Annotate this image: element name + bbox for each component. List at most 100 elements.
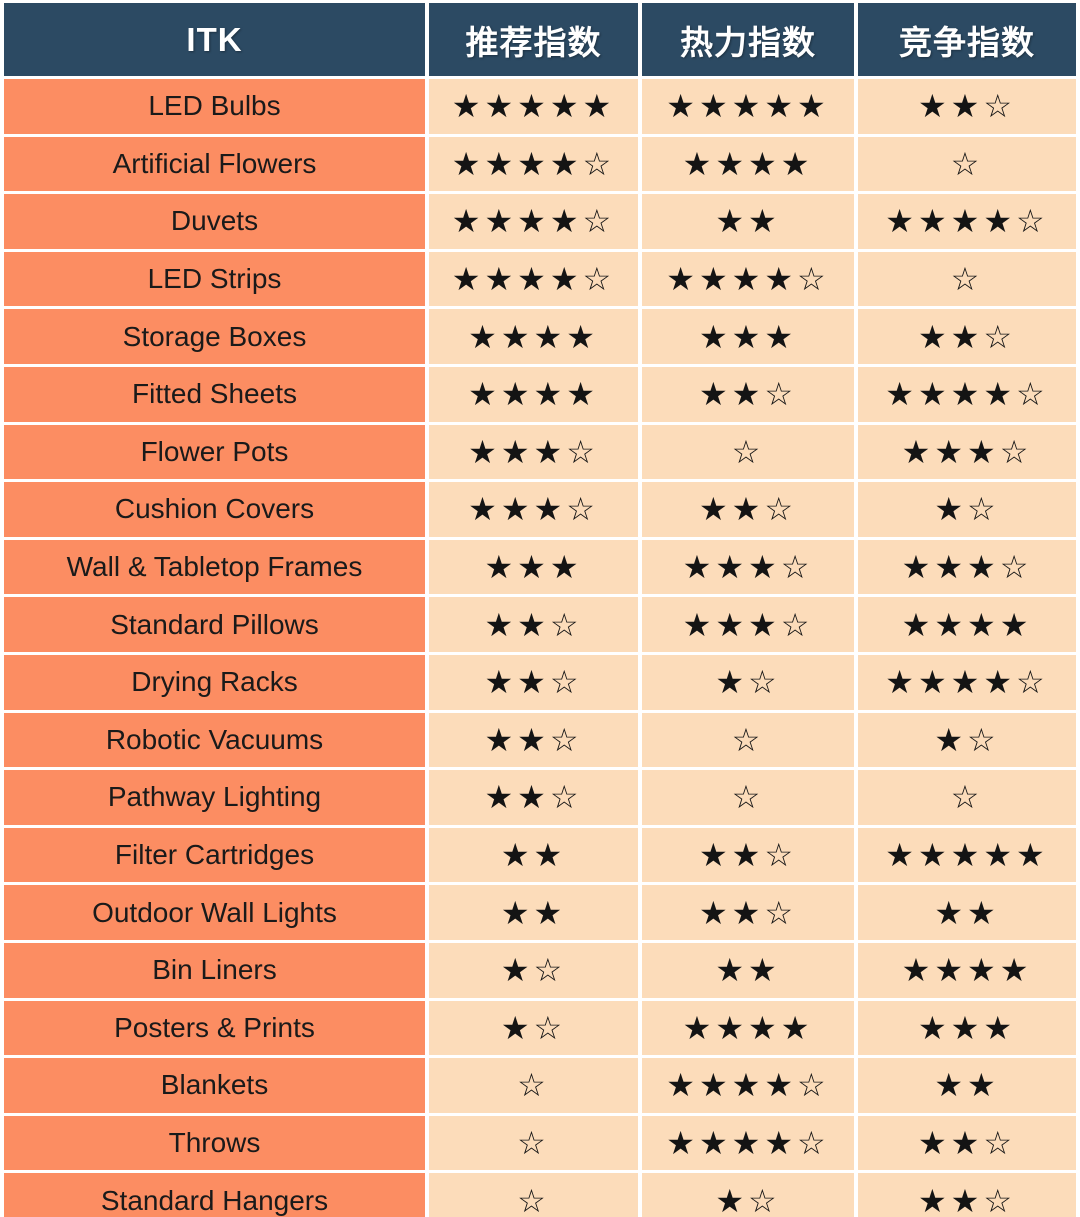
competition-rating-cell: ☆: [858, 770, 1076, 825]
table-row: Wall & Tabletop Frames ★★★ ★★★☆ ★★★☆: [4, 539, 1076, 595]
recommend-rating-cell: ★★★☆: [429, 424, 638, 480]
table-row: Outdoor Wall Lights ★★ ★★☆ ★★: [4, 885, 1076, 940]
heat-rating-cell: ★★★★☆: [642, 1058, 854, 1113]
table-row: Cushion Covers ★★★☆ ★★☆ ★☆: [4, 482, 1076, 537]
recommend-rating-cell: ★★★★★: [429, 79, 638, 134]
heat-rating-cell: ★★★: [642, 309, 854, 364]
item-name-cell: Blankets: [4, 1058, 425, 1113]
competition-rating-cell: ☆: [858, 251, 1076, 307]
table-row: LED Bulbs ★★★★★ ★★★★★ ★★☆: [4, 79, 1076, 134]
table-row: Fitted Sheets ★★★★ ★★☆ ★★★★☆: [4, 366, 1076, 422]
item-name-cell: Wall & Tabletop Frames: [4, 539, 425, 595]
column-header-heat: 热力指数: [642, 3, 854, 76]
table-body: LED Bulbs ★★★★★ ★★★★★ ★★☆ Artificial Flowers…: [4, 79, 1076, 1217]
table-row: Artificial Flowers ★★★★☆ ★★★★ ☆: [4, 136, 1076, 192]
heat-rating-cell: ★★☆: [642, 482, 854, 537]
heat-rating-cell: ★★☆: [642, 827, 854, 883]
heat-rating-cell: ★★★★: [642, 1000, 854, 1056]
table-row: Robotic Vacuums ★★☆ ☆ ★☆: [4, 712, 1076, 768]
table-row: Posters & Prints ★☆ ★★★★ ★★★: [4, 1000, 1076, 1056]
recommend-rating-cell: ★☆: [429, 1000, 638, 1056]
heat-rating-cell: ☆: [642, 424, 854, 480]
competition-rating-cell: ★☆: [858, 712, 1076, 768]
heat-rating-cell: ★★: [642, 942, 854, 998]
competition-rating-cell: ★★★★: [858, 597, 1076, 652]
recommend-rating-cell: ★★☆: [429, 712, 638, 768]
heat-rating-cell: ★★: [642, 194, 854, 249]
competition-rating-cell: ★★☆: [858, 1173, 1076, 1217]
item-name-cell: Storage Boxes: [4, 309, 425, 364]
column-header-recommend: 推荐指数: [429, 3, 638, 76]
recommend-rating-cell: ★★★★: [429, 309, 638, 364]
recommend-rating-cell: ☆: [429, 1173, 638, 1217]
header-row: ITK 推荐指数 热力指数 竞争指数: [4, 3, 1076, 76]
competition-rating-cell: ★★★★: [858, 942, 1076, 998]
heat-rating-cell: ★★☆: [642, 885, 854, 940]
item-name-cell: LED Strips: [4, 251, 425, 307]
heat-rating-cell: ★★☆: [642, 366, 854, 422]
recommend-rating-cell: ★★★☆: [429, 482, 638, 537]
heat-rating-cell: ☆: [642, 712, 854, 768]
column-header-competition: 竞争指数: [858, 3, 1076, 76]
competition-rating-cell: ★★★☆: [858, 539, 1076, 595]
table-row: Bin Liners ★☆ ★★ ★★★★: [4, 942, 1076, 998]
recommend-rating-cell: ☆: [429, 1058, 638, 1113]
recommend-rating-cell: ☆: [429, 1115, 638, 1171]
competition-rating-cell: ★★★: [858, 1000, 1076, 1056]
competition-rating-cell: ★★★★★: [858, 827, 1076, 883]
item-name-cell: Outdoor Wall Lights: [4, 885, 425, 940]
heat-rating-cell: ★☆: [642, 654, 854, 710]
heat-rating-cell: ★★★★★: [642, 79, 854, 134]
competition-rating-cell: ★★★★☆: [858, 366, 1076, 422]
item-name-cell: Flower Pots: [4, 424, 425, 480]
table-row: Duvets ★★★★☆ ★★ ★★★★☆: [4, 194, 1076, 249]
competition-rating-cell: ★★☆: [858, 79, 1076, 134]
recommend-rating-cell: ★★: [429, 827, 638, 883]
item-name-cell: Throws: [4, 1115, 425, 1171]
competition-rating-cell: ★★★★☆: [858, 194, 1076, 249]
heat-rating-cell: ★★★★: [642, 136, 854, 192]
competition-rating-cell: ★☆: [858, 482, 1076, 537]
recommend-rating-cell: ★★☆: [429, 770, 638, 825]
recommend-rating-cell: ★★★★: [429, 366, 638, 422]
table-row: Drying Racks ★★☆ ★☆ ★★★★☆: [4, 654, 1076, 710]
competition-rating-cell: ★★★☆: [858, 424, 1076, 480]
table-row: Pathway Lighting ★★☆ ☆ ☆: [4, 770, 1076, 825]
item-name-cell: LED Bulbs: [4, 79, 425, 134]
item-name-cell: Posters & Prints: [4, 1000, 425, 1056]
table-row: LED Strips ★★★★☆ ★★★★☆ ☆: [4, 251, 1076, 307]
competition-rating-cell: ★★: [858, 885, 1076, 940]
table-row: Storage Boxes ★★★★ ★★★ ★★☆: [4, 309, 1076, 364]
item-name-cell: Standard Pillows: [4, 597, 425, 652]
competition-rating-cell: ★★☆: [858, 309, 1076, 364]
recommend-rating-cell: ★★★★☆: [429, 194, 638, 249]
table-row: Filter Cartridges ★★ ★★☆ ★★★★★: [4, 827, 1076, 883]
recommend-rating-cell: ★★★: [429, 539, 638, 595]
item-name-cell: Fitted Sheets: [4, 366, 425, 422]
item-name-cell: Filter Cartridges: [4, 827, 425, 883]
heat-rating-cell: ★★★★☆: [642, 1115, 854, 1171]
item-name-cell: Pathway Lighting: [4, 770, 425, 825]
item-name-cell: Bin Liners: [4, 942, 425, 998]
item-name-cell: Artificial Flowers: [4, 136, 425, 192]
competition-rating-cell: ★★☆: [858, 1115, 1076, 1171]
heat-rating-cell: ★★★☆: [642, 539, 854, 595]
recommend-rating-cell: ★★☆: [429, 597, 638, 652]
heat-rating-cell: ★★★☆: [642, 597, 854, 652]
table-row: Flower Pots ★★★☆ ☆ ★★★☆: [4, 424, 1076, 480]
competition-rating-cell: ★★: [858, 1058, 1076, 1113]
table-row: Throws ☆ ★★★★☆ ★★☆: [4, 1115, 1076, 1171]
heat-rating-cell: ★★★★☆: [642, 251, 854, 307]
recommend-rating-cell: ★☆: [429, 942, 638, 998]
heat-rating-cell: ☆: [642, 770, 854, 825]
recommend-rating-cell: ★★★★☆: [429, 251, 638, 307]
recommend-rating-cell: ★★★★☆: [429, 136, 638, 192]
table-row: Blankets ☆ ★★★★☆ ★★: [4, 1058, 1076, 1113]
item-name-cell: Cushion Covers: [4, 482, 425, 537]
column-header-item: ITK: [4, 3, 425, 76]
item-name-cell: Standard Hangers: [4, 1173, 425, 1217]
table-row: Standard Pillows ★★☆ ★★★☆ ★★★★: [4, 597, 1076, 652]
table-row: Standard Hangers ☆ ★☆ ★★☆: [4, 1173, 1076, 1217]
